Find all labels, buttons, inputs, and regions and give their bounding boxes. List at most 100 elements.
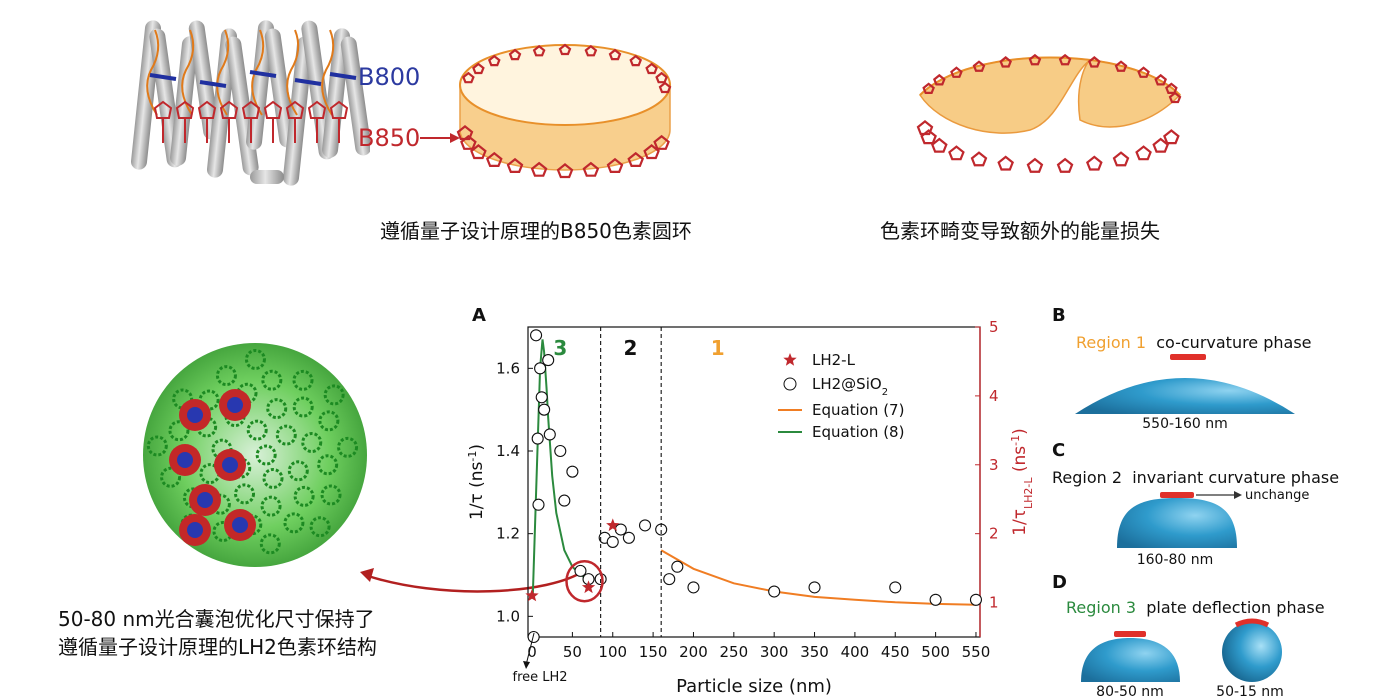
carotenoid bbox=[251, 29, 265, 116]
ring-pigment bbox=[584, 44, 598, 57]
x-tick-label: 450 bbox=[881, 643, 910, 661]
helix-cylinder bbox=[250, 170, 284, 184]
data-point-circle bbox=[543, 428, 556, 441]
x-tick-label: 150 bbox=[639, 643, 668, 661]
carotenoid bbox=[286, 29, 300, 116]
data-point-circle bbox=[768, 585, 781, 598]
panel-b-size: 550-160 nm bbox=[1142, 416, 1228, 432]
y-tick-label: 1.2 bbox=[496, 525, 520, 543]
ring-pigment bbox=[1137, 66, 1150, 78]
y-tick-label: 1.0 bbox=[496, 607, 520, 625]
panel-d-label: D bbox=[1052, 572, 1067, 593]
ring-pigment bbox=[558, 43, 572, 56]
lh2-ring bbox=[209, 493, 231, 515]
data-point-circle bbox=[566, 465, 579, 478]
ring-pigment bbox=[470, 143, 487, 160]
lh2-ring bbox=[293, 485, 315, 507]
x-tick-label: 300 bbox=[760, 643, 789, 661]
data-point-circle bbox=[671, 560, 684, 573]
vesicle-sphere bbox=[143, 343, 367, 567]
y-right-tick-label: 4 bbox=[989, 387, 999, 405]
data-point-circle bbox=[535, 391, 548, 404]
ring-pigment bbox=[462, 71, 475, 84]
ring-pigment bbox=[922, 82, 935, 95]
y-tick-label: 1.4 bbox=[496, 442, 520, 460]
data-point-star bbox=[581, 580, 596, 594]
lh2-ring bbox=[215, 365, 237, 387]
ring-pigment bbox=[916, 119, 934, 136]
region-number: 2 bbox=[624, 336, 638, 360]
helix-cylinder bbox=[264, 28, 296, 148]
ring-pigment bbox=[506, 157, 524, 174]
plot-frame bbox=[527, 326, 981, 638]
b850-ring-intact bbox=[456, 43, 672, 179]
ring-pigment bbox=[1088, 56, 1101, 68]
free-lh2-arrowhead bbox=[523, 661, 531, 669]
lh2-ring bbox=[172, 388, 194, 410]
lh2-ring bbox=[287, 460, 309, 482]
panel-a-label: A bbox=[472, 305, 486, 326]
ring-pigment bbox=[643, 143, 660, 160]
ring-pigment bbox=[920, 129, 937, 145]
free-lh2-pointer bbox=[525, 632, 535, 666]
x-tick-label: 100 bbox=[598, 643, 627, 661]
x-axis-label: Particle size (nm) bbox=[676, 676, 832, 697]
carotenoid bbox=[321, 29, 335, 116]
lh2-complex-side-view bbox=[130, 20, 370, 186]
ring-pigment bbox=[1152, 137, 1170, 153]
data-point-circle bbox=[929, 593, 942, 606]
x-tick-label: 400 bbox=[841, 643, 870, 661]
legend-eq8: Equation (8) bbox=[812, 423, 904, 441]
b800-pigment bbox=[149, 73, 177, 81]
lh2-ring bbox=[246, 419, 268, 441]
ring-pigment bbox=[627, 151, 645, 167]
lh2-ring bbox=[244, 348, 266, 370]
ring-pigment bbox=[999, 56, 1012, 68]
equation-7-curve bbox=[660, 549, 977, 606]
lh2-ring bbox=[337, 436, 359, 458]
ring-pigment bbox=[456, 124, 474, 141]
lifetime-chart: 0 50 100 150 200 250 300 350 400 450 500 550 1.0 1.2 1… bbox=[466, 318, 1035, 697]
pointer-arrow bbox=[360, 568, 586, 593]
caption-intact-ring: 遵循量子设计原理的B850色素圆环 bbox=[380, 219, 692, 243]
ring-pigment bbox=[556, 162, 574, 179]
data-point-circle bbox=[532, 498, 545, 511]
x-tick-label: 50 bbox=[563, 643, 582, 661]
data-point-circle bbox=[606, 535, 619, 548]
y-axis-label: 1/τ (ns-1) bbox=[466, 444, 488, 520]
ring-pigment bbox=[972, 60, 986, 72]
legend-lh2sio2: LH2@SiO2 bbox=[812, 375, 888, 398]
lh2-ring bbox=[266, 398, 288, 420]
legend: LH2-L LH2@SiO2 Equation (7) Equation (8) bbox=[778, 351, 904, 441]
b850-pigment bbox=[175, 100, 195, 143]
x-tick-label: 500 bbox=[921, 643, 950, 661]
ring-pigment bbox=[460, 134, 477, 150]
vesicle-caption: 50-80 nm光合囊泡优化尺寸保持了 遵循量子设计原理的LH2色素环结构 bbox=[58, 605, 377, 661]
ring-pigment bbox=[1135, 145, 1152, 161]
y-right-tick-label: 5 bbox=[989, 318, 999, 336]
data-point-circle bbox=[542, 354, 555, 367]
highlight-ellipse bbox=[565, 559, 604, 603]
panel-d-region: Region 3 bbox=[1066, 598, 1137, 617]
lh2-ring bbox=[292, 396, 314, 418]
data-point-circle bbox=[531, 432, 544, 445]
helix-cylinder bbox=[282, 36, 314, 186]
x-tick-label: 250 bbox=[720, 643, 749, 661]
b850-pigment bbox=[307, 100, 327, 143]
data-point-circle bbox=[663, 573, 676, 586]
reaction-center bbox=[197, 492, 213, 508]
caption-distorted-ring: 色素环畸变导致额外的能量损失 bbox=[880, 219, 1160, 243]
ring-pigment bbox=[997, 155, 1014, 171]
panel-b-dome bbox=[1075, 354, 1295, 414]
b850-pigment bbox=[285, 100, 305, 143]
ring-pigment bbox=[950, 66, 963, 78]
panel-d-size2: 50-15 nm bbox=[1216, 684, 1284, 700]
lh2-ring bbox=[259, 533, 281, 555]
panel-c-title: Region 2 invariant curvature phase bbox=[1052, 468, 1339, 487]
lh2-ring bbox=[320, 484, 342, 506]
ring-pigment bbox=[1154, 73, 1168, 86]
ring-pigment bbox=[932, 73, 946, 86]
b800-pigment bbox=[294, 78, 322, 86]
lh2-ring bbox=[283, 512, 305, 534]
ring-pigment bbox=[606, 157, 624, 174]
